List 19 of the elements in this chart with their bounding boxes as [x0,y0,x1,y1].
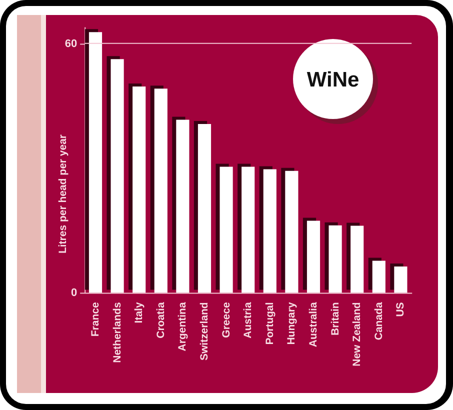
y-axis-title: Litres per head per year [57,134,70,254]
x-tick-label: Portugal [264,302,276,345]
x-tick-label: Croatia [154,302,167,338]
x-tick-label: Hungary [286,302,298,345]
x-tick-label: Italy [133,302,146,324]
y-tick-label: 0 [70,287,78,300]
x-tick-label: Britain [329,302,342,336]
x-tick-label: Argentina [176,302,189,352]
x-tick-label: Netherlands [111,302,124,363]
x-tick-label: New Zealand [351,302,364,366]
y-tick-label: 60 [64,38,78,50]
x-tick-label: Greece [220,302,232,338]
x-tick-label: Austria [242,302,254,338]
x-tick-label: Australia [308,302,320,348]
x-tick-label: Switzerland [198,302,210,361]
text: WiNe [306,68,360,92]
x-tick-label: France [90,302,102,337]
x-tick-label: US [394,302,407,317]
x-tick-label: Canada [372,302,385,340]
